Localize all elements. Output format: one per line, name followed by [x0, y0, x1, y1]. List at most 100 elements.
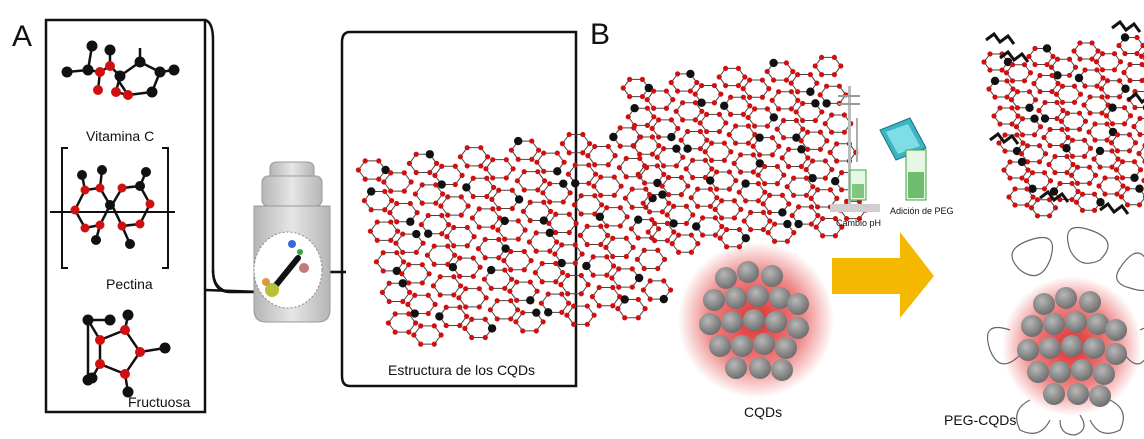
carbon-atom [154, 66, 166, 78]
carbon-dot [1061, 335, 1083, 357]
carbon-atom [146, 86, 158, 98]
carbon-dot [1043, 313, 1065, 335]
panel-b [620, 19, 1144, 436]
oxygen-atom [70, 205, 80, 215]
carbon-atom [97, 165, 107, 175]
carbon-dot [703, 289, 725, 311]
carbon-dot [1071, 359, 1093, 381]
carbon-dot [1039, 337, 1061, 359]
carbon-atom [114, 70, 126, 82]
carbon-dot [1027, 361, 1049, 383]
peg-cqds-label: PEG-CQDs [944, 412, 1017, 428]
carbon-atom [135, 181, 145, 191]
carbon-dot [1021, 315, 1043, 337]
panel-a [44, 18, 674, 414]
carbon-atom [168, 64, 180, 76]
ph-stand-icon [830, 86, 880, 212]
carbon-atom [82, 374, 94, 386]
carbon-dot [771, 359, 793, 381]
carbon-atom [134, 56, 146, 68]
carbon-dot [769, 287, 791, 309]
beaker-icon [905, 149, 927, 201]
carbon-dot [721, 311, 743, 333]
panel-b-letter: B [590, 18, 611, 51]
carbon-dot [749, 357, 771, 379]
carbon-dot [1083, 337, 1105, 359]
carbon-dot [731, 335, 753, 357]
ph-change-label: Cambio pH [836, 218, 882, 228]
oxygen-atom [117, 183, 127, 193]
oxygen-atom [111, 87, 121, 97]
carbon-atom [86, 40, 98, 52]
carbon-dot [761, 265, 783, 287]
carbon-dot [1079, 291, 1101, 313]
carbon-dot [743, 309, 765, 331]
carbon-dot [787, 293, 809, 315]
oxygen-atom [80, 223, 90, 233]
peg-addition-label: Adición de PEG [890, 206, 954, 216]
carbon-dot [1067, 383, 1089, 405]
carbon-atom [105, 200, 115, 210]
vitamin-c-molecule [61, 40, 180, 100]
fructose-label: Fructuosa [128, 394, 191, 410]
cqd-structure-label: Estructura de los CQDs [388, 362, 536, 378]
oxygen-atom [105, 61, 115, 71]
cqd-lattice-a [355, 125, 674, 347]
oxygen-atom [95, 67, 105, 77]
carbon-atom [82, 64, 94, 76]
carbon-dot [1017, 339, 1039, 361]
panel-a-letter: A [12, 20, 33, 53]
carbon-dot [1087, 313, 1109, 335]
carbon-dot [1033, 293, 1055, 315]
carbon-dot [787, 317, 809, 339]
oxygen-atom [80, 185, 90, 195]
carbon-dot [715, 267, 737, 289]
pectin-label: Pectina [106, 276, 153, 292]
oxygen-atom [93, 85, 103, 95]
oxygen-atom [95, 220, 105, 230]
carbon-atom [122, 386, 134, 398]
carbon-dot [1043, 383, 1065, 405]
carbon-dot [725, 357, 747, 379]
peg-cqd-lattice [981, 19, 1144, 219]
carbon-dot [737, 261, 759, 283]
molecule-bracket-box [44, 18, 207, 414]
transformation-arrow [832, 232, 934, 318]
oxygen-atom [135, 219, 145, 229]
oxygen-atom [95, 335, 105, 345]
carbon-dot [1055, 287, 1077, 309]
carbon-dot [1093, 363, 1115, 385]
cqds-label: CQDs [744, 404, 783, 420]
cqds-cluster [678, 242, 834, 398]
oxygen-atom [117, 221, 127, 231]
carbon-dot [765, 311, 787, 333]
carbon-atom [125, 239, 135, 249]
carbon-dot [775, 337, 797, 359]
vitamin-c-label: Vitamina C [86, 128, 155, 144]
carbon-atom [159, 342, 171, 354]
reactor-jar [253, 161, 331, 323]
carbon-dot [753, 333, 775, 355]
carbon-atom [122, 309, 134, 321]
structure-box [340, 30, 578, 388]
oxygen-atom [95, 359, 105, 369]
carbon-atom [104, 314, 116, 326]
carbon-atom [91, 235, 101, 245]
carbon-dot [709, 335, 731, 357]
carbon-dot [1065, 311, 1087, 333]
carbon-dot [699, 313, 721, 335]
carbon-atom [104, 44, 116, 56]
oxygen-atom [123, 90, 133, 100]
cqd-lattice-b [620, 54, 869, 255]
oxygen-atom [135, 347, 145, 357]
carbon-atom [61, 66, 73, 78]
carbon-dot [1089, 385, 1111, 407]
pectin-molecule [50, 147, 175, 269]
carbon-atom [141, 167, 151, 177]
carbon-dot [1105, 319, 1127, 341]
carbon-dot [1049, 361, 1071, 383]
carbon-dot [725, 287, 747, 309]
carbon-atom [82, 314, 94, 326]
oxygen-atom [95, 183, 105, 193]
